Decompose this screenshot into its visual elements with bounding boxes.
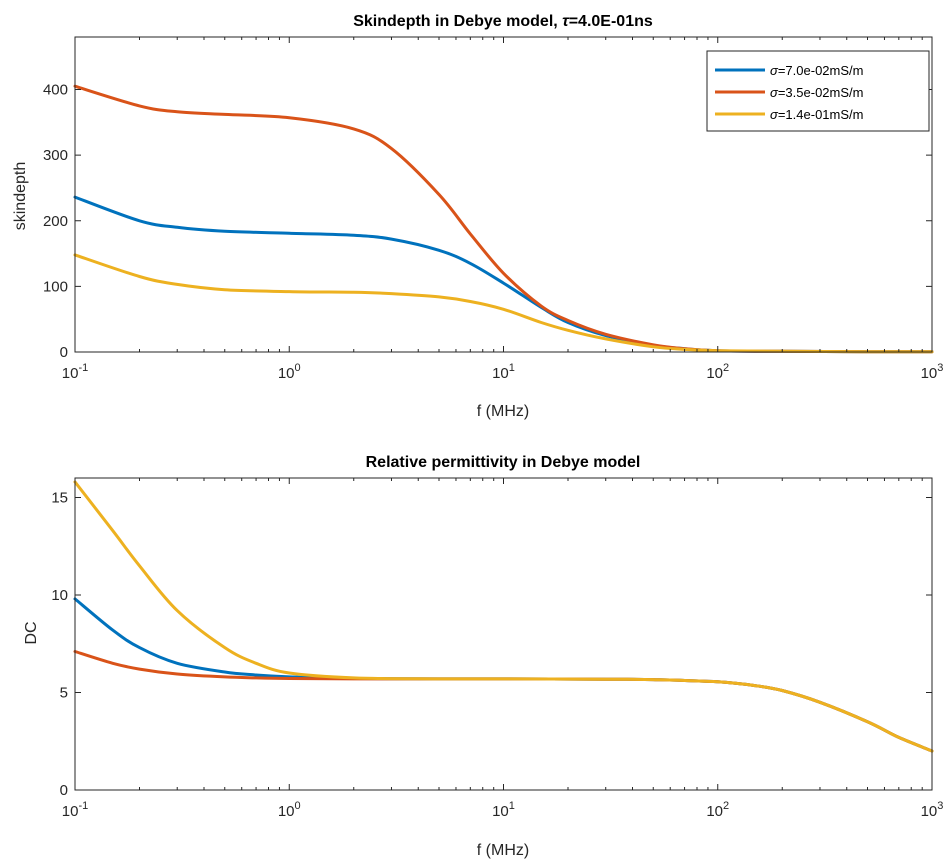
y-tick-label: 0 [60, 782, 68, 799]
x-tick-label: 10-1 [62, 362, 88, 382]
y-tick-label: 100 [43, 278, 68, 295]
x-tick-label: 101 [492, 362, 515, 382]
series-line-3 [73, 253, 934, 354]
chart-title: Relative permittivity in Debye model [366, 454, 641, 471]
chart-permittivity: Relative permittivity in Debye model 10-… [23, 454, 943, 859]
series-line-3 [73, 480, 934, 753]
x-axis-label: f (MHz) [477, 842, 529, 859]
axes: 10-1 100 101 102 103 0 5 10 15 [51, 477, 944, 820]
series-line-2 [73, 650, 934, 753]
x-tick-label: 10-1 [62, 800, 88, 820]
y-tick-label: 400 [43, 82, 68, 99]
x-tick-label: 101 [492, 800, 515, 820]
legend-label: σ=3.5e-02mS/m [770, 85, 863, 100]
x-tick-label: 100 [278, 362, 301, 382]
y-tick-label: 0 [60, 344, 68, 361]
y-tick-label: 15 [51, 490, 68, 507]
y-axis-label: skindepth [12, 162, 29, 231]
chart-title: Skindepth in Debye model, τ=4.0E-01ns [353, 13, 653, 30]
x-tick-label: 103 [921, 362, 944, 382]
y-tick-label: 5 [60, 685, 68, 702]
legend: σ=7.0e-02mS/m σ=3.5e-02mS/m σ=1.4e-01mS/m [706, 50, 930, 132]
y-tick-label: 200 [43, 213, 68, 230]
legend-label: σ=7.0e-02mS/m [770, 63, 863, 78]
series-lines [73, 480, 934, 753]
y-axis-label: DC [23, 621, 40, 644]
x-tick-label: 102 [706, 362, 729, 382]
legend-label: σ=1.4e-01mS/m [770, 107, 863, 122]
y-tick-label: 300 [43, 147, 68, 164]
axes: 10-1 100 101 102 103 0 100 200 300 400 [43, 36, 944, 382]
series-lines [73, 84, 934, 354]
chart-skindepth: Skindepth in Debye model, τ=4.0E-01ns 10… [12, 13, 943, 420]
x-axis-label: f (MHz) [477, 403, 529, 420]
x-tick-label: 100 [278, 800, 301, 820]
x-tick-label: 102 [706, 800, 729, 820]
x-tick-label: 103 [921, 800, 944, 820]
y-tick-label: 10 [51, 587, 68, 604]
